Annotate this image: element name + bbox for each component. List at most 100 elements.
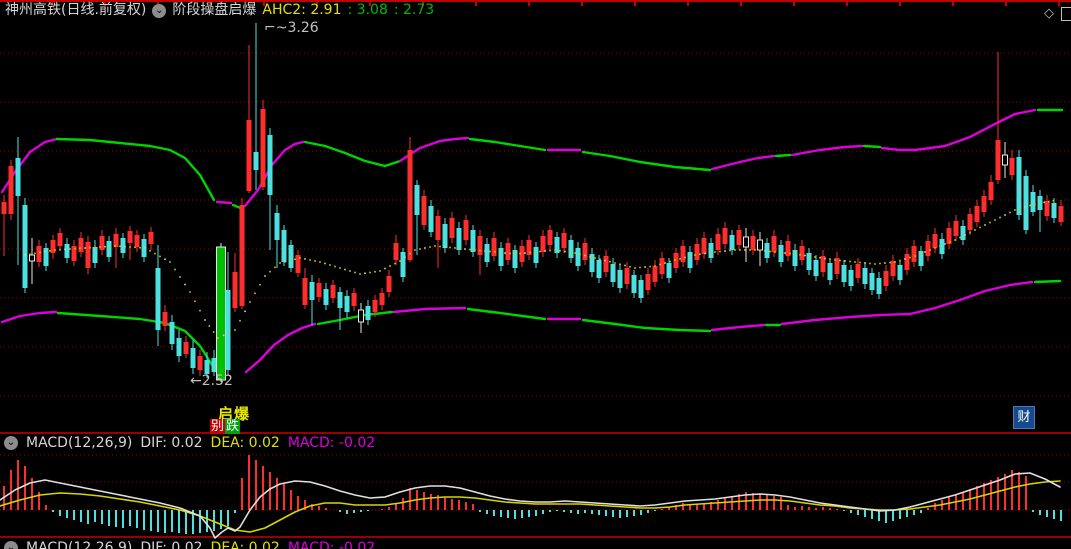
candle-body	[862, 268, 868, 284]
ma-dot	[354, 271, 356, 274]
ma-dot	[524, 252, 526, 254]
ma-dot	[212, 331, 215, 333]
ma-dot	[984, 224, 986, 226]
candle-body	[1058, 206, 1064, 222]
ma-dot	[1029, 204, 1031, 207]
ma-dot	[394, 262, 396, 265]
candle-body	[71, 246, 77, 261]
ma-dot	[124, 245, 126, 248]
candle-body	[722, 228, 728, 244]
candle-body	[148, 232, 154, 244]
candle-body	[162, 312, 168, 326]
ma-dot	[884, 262, 886, 264]
candle-body	[463, 220, 469, 240]
candle-body	[533, 247, 539, 263]
trend-band-segment	[398, 136, 470, 163]
ma-dot	[279, 262, 281, 264]
candle-body	[673, 253, 679, 268]
trend-band-segment	[468, 137, 547, 152]
candle-body	[904, 254, 910, 270]
ma-dot	[789, 252, 791, 255]
candle-body	[512, 250, 518, 268]
candle-body	[50, 240, 56, 253]
ma-dot	[264, 275, 266, 277]
candle-body	[806, 253, 812, 270]
candle-body	[561, 233, 567, 248]
chevron-down-icon[interactable]: ⌄	[4, 436, 18, 450]
candle-body	[99, 236, 105, 250]
ma-dot	[184, 283, 186, 286]
candle-body	[1002, 154, 1008, 166]
ma-dot	[149, 250, 151, 252]
ma-dot	[1048, 200, 1050, 203]
ma-dot	[194, 300, 196, 303]
candle-body	[596, 260, 602, 278]
candle-body	[1009, 158, 1015, 175]
candle-body	[232, 272, 238, 308]
ma-dot	[329, 264, 331, 266]
candle-body	[820, 256, 826, 272]
candle-body	[288, 245, 294, 268]
candle-body	[176, 338, 182, 356]
ma-dot	[489, 250, 491, 253]
candle-body	[708, 243, 714, 258]
ma-dot	[899, 259, 901, 262]
ma-dot	[249, 301, 251, 303]
trend-band-segment	[55, 137, 216, 202]
candle-body	[421, 196, 427, 225]
ma-dot	[979, 226, 981, 229]
indicator-name[interactable]: 阶段操盘启爆	[172, 2, 257, 18]
candle-body	[827, 263, 833, 280]
chevron-down-icon[interactable]: ⌄	[152, 3, 167, 18]
ma-dot	[319, 261, 321, 263]
chevron-down-icon[interactable]: ⌄	[4, 541, 18, 549]
candle-body	[106, 241, 112, 257]
trend-band-segment	[243, 140, 305, 208]
candle-body	[337, 292, 343, 308]
bottom-macd-label[interactable]: MACD(12,26,9)	[26, 540, 133, 549]
candle-body	[1044, 201, 1050, 216]
candle-body	[470, 230, 476, 252]
ma-dot	[439, 245, 441, 248]
candle-body	[624, 268, 630, 284]
ma-dot	[379, 270, 381, 272]
ma-dot	[929, 249, 931, 251]
ma-dot	[839, 259, 841, 262]
ma-dot	[1038, 202, 1041, 204]
trend-band-segment	[215, 200, 233, 205]
diamond-icon[interactable]: ◇	[1044, 6, 1054, 21]
ma-dot	[864, 262, 866, 264]
candle-body	[484, 244, 490, 262]
trend-band-segment	[244, 322, 317, 374]
candle-body	[120, 238, 126, 253]
ma-dot	[604, 259, 606, 262]
candle-body	[757, 239, 763, 251]
ma-dot	[659, 263, 661, 266]
candle-body	[491, 238, 497, 256]
ma-dot	[769, 250, 771, 253]
candle-body	[57, 233, 63, 246]
candle-body	[239, 205, 245, 306]
candle-body	[400, 252, 406, 277]
candle-body	[540, 236, 546, 252]
window-icon[interactable]	[1061, 6, 1071, 21]
candle-body	[1051, 203, 1057, 218]
candle-body	[946, 228, 952, 244]
ma-dot	[854, 261, 856, 263]
ma-dot	[994, 219, 996, 221]
macd-label[interactable]: MACD(12,26,9)	[26, 435, 133, 451]
ma-dot	[144, 247, 146, 249]
candle-body	[183, 342, 189, 354]
low-price-label: 2.52	[201, 373, 233, 389]
candle-body	[554, 237, 560, 253]
ma-dot	[809, 255, 811, 258]
ma-dot	[1052, 200, 1055, 202]
ma-dot	[54, 249, 56, 251]
candle-body	[897, 265, 903, 280]
candle-body	[204, 360, 210, 374]
candle-body	[365, 306, 371, 320]
ma-dot	[334, 265, 336, 268]
ma-dot	[624, 264, 626, 267]
candle-body	[981, 196, 987, 212]
